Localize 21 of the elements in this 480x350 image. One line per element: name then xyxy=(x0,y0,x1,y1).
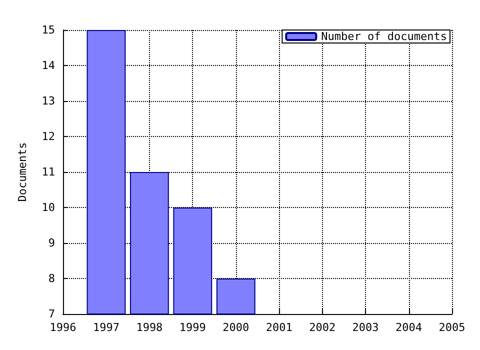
y-tick-label: 11 xyxy=(42,166,55,178)
x-tick-label: 1997 xyxy=(92,321,120,334)
x-tick-label: 2000 xyxy=(222,321,250,334)
x-tick-label: 1996 xyxy=(50,321,76,334)
y-tick-label: 12 xyxy=(42,130,55,143)
legend-label: Number of documents xyxy=(321,30,448,43)
x-tick-label: 1999 xyxy=(179,321,206,334)
x-tick-label: 1998 xyxy=(136,321,163,334)
x-tick-label: 2003 xyxy=(352,321,379,334)
y-tick-label: 10 xyxy=(42,201,55,214)
x-tick-label: 2001 xyxy=(266,321,292,334)
x-tick-label: 2005 xyxy=(438,321,466,334)
y-tick-label: 13 xyxy=(42,94,55,108)
y-tick-label: 14 xyxy=(42,59,56,72)
y-axis-title: Documents xyxy=(16,142,29,202)
y-tick-label: 15 xyxy=(42,24,55,36)
x-tick-label: 2004 xyxy=(396,321,422,334)
y-tick-label: 7 xyxy=(48,308,55,320)
x-tick-label: 2002 xyxy=(309,321,336,334)
y-tick-label: 8 xyxy=(48,272,55,285)
y-tick-label: 9 xyxy=(48,236,55,250)
